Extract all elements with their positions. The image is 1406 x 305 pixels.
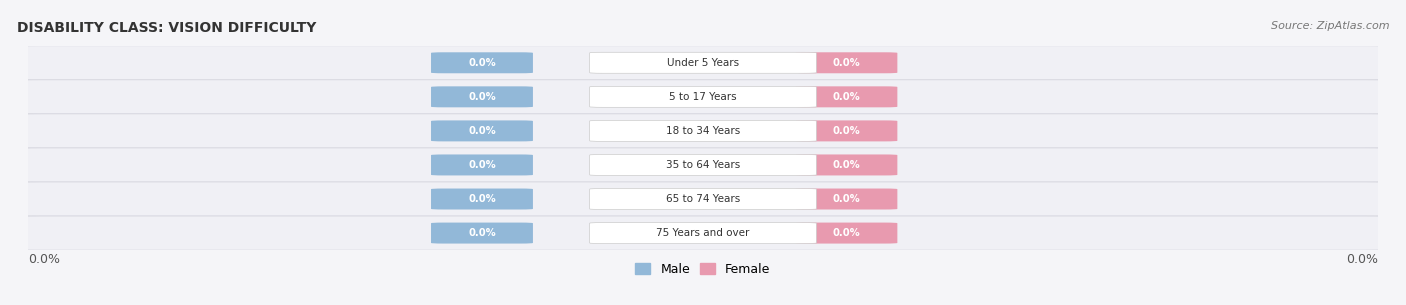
Text: 0.0%: 0.0%	[832, 228, 860, 238]
Text: 0.0%: 0.0%	[832, 126, 860, 136]
FancyBboxPatch shape	[14, 80, 1392, 114]
Text: Under 5 Years: Under 5 Years	[666, 58, 740, 68]
Text: 65 to 74 Years: 65 to 74 Years	[666, 194, 740, 204]
Text: 35 to 64 Years: 35 to 64 Years	[666, 160, 740, 170]
Text: 0.0%: 0.0%	[832, 160, 860, 170]
FancyBboxPatch shape	[14, 46, 1392, 80]
FancyBboxPatch shape	[432, 223, 533, 244]
FancyBboxPatch shape	[432, 52, 533, 73]
FancyBboxPatch shape	[796, 188, 897, 210]
FancyBboxPatch shape	[14, 216, 1392, 250]
FancyBboxPatch shape	[14, 182, 1392, 216]
FancyBboxPatch shape	[589, 188, 817, 210]
Text: 0.0%: 0.0%	[468, 194, 496, 204]
FancyBboxPatch shape	[796, 52, 897, 73]
FancyBboxPatch shape	[796, 223, 897, 244]
FancyBboxPatch shape	[14, 114, 1392, 148]
Text: DISABILITY CLASS: VISION DIFFICULTY: DISABILITY CLASS: VISION DIFFICULTY	[17, 21, 316, 35]
FancyBboxPatch shape	[432, 120, 533, 142]
Text: 0.0%: 0.0%	[468, 228, 496, 238]
Text: 0.0%: 0.0%	[832, 92, 860, 102]
Text: 0.0%: 0.0%	[468, 160, 496, 170]
FancyBboxPatch shape	[589, 154, 817, 175]
Text: 0.0%: 0.0%	[28, 253, 60, 266]
Text: Source: ZipAtlas.com: Source: ZipAtlas.com	[1271, 21, 1389, 31]
FancyBboxPatch shape	[796, 154, 897, 175]
FancyBboxPatch shape	[589, 86, 817, 107]
Text: 5 to 17 Years: 5 to 17 Years	[669, 92, 737, 102]
FancyBboxPatch shape	[796, 120, 897, 142]
Text: 0.0%: 0.0%	[1346, 253, 1378, 266]
Text: 0.0%: 0.0%	[468, 92, 496, 102]
Text: 0.0%: 0.0%	[832, 194, 860, 204]
FancyBboxPatch shape	[589, 223, 817, 244]
FancyBboxPatch shape	[589, 52, 817, 73]
Legend: Male, Female: Male, Female	[630, 258, 776, 281]
Text: 0.0%: 0.0%	[468, 58, 496, 68]
Text: 0.0%: 0.0%	[468, 126, 496, 136]
Text: 0.0%: 0.0%	[832, 58, 860, 68]
FancyBboxPatch shape	[589, 120, 817, 142]
FancyBboxPatch shape	[432, 154, 533, 175]
Text: 75 Years and over: 75 Years and over	[657, 228, 749, 238]
FancyBboxPatch shape	[796, 86, 897, 107]
Text: 18 to 34 Years: 18 to 34 Years	[666, 126, 740, 136]
FancyBboxPatch shape	[14, 148, 1392, 182]
FancyBboxPatch shape	[432, 188, 533, 210]
FancyBboxPatch shape	[432, 86, 533, 107]
